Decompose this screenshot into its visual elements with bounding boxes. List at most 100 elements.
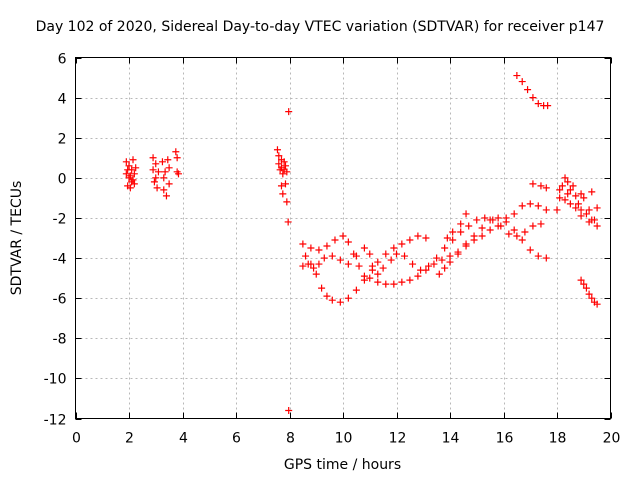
data-point <box>577 190 585 198</box>
data-point <box>510 226 518 234</box>
data-point <box>328 252 336 260</box>
x-tick-label: 20 <box>603 431 621 447</box>
data-point <box>122 170 130 178</box>
data-point <box>494 222 502 230</box>
data-point <box>449 236 457 244</box>
y-tick-label: -2 <box>53 212 67 228</box>
data-point <box>173 154 181 162</box>
data-point <box>542 184 550 192</box>
data-point <box>582 284 590 292</box>
data-point <box>574 200 582 208</box>
data-point <box>542 254 550 262</box>
data-point <box>462 210 470 218</box>
data-point <box>478 232 486 240</box>
data-point <box>336 298 344 306</box>
data-point <box>473 216 481 224</box>
data-point <box>406 276 414 284</box>
data-point <box>390 244 398 252</box>
data-point <box>457 228 465 236</box>
grid <box>75 57 611 419</box>
data-point <box>518 78 526 86</box>
x-tick-label: 18 <box>549 431 567 447</box>
data-point <box>323 242 331 250</box>
data-point <box>494 214 502 222</box>
x-tick-label: 10 <box>335 431 353 447</box>
data-point <box>529 222 537 230</box>
plot-frame <box>75 57 611 419</box>
data-point <box>360 272 368 280</box>
series-track-f <box>553 174 601 230</box>
series-track-b <box>299 214 550 288</box>
data-point <box>406 236 414 244</box>
data-point <box>502 214 510 222</box>
series-track-g <box>577 276 601 308</box>
x-tick-label: 14 <box>442 431 460 447</box>
series-track-a <box>302 232 430 306</box>
data-point <box>580 194 588 202</box>
data-point <box>542 206 550 214</box>
data-point <box>172 148 180 156</box>
data-point <box>368 262 376 270</box>
data-point <box>344 260 352 268</box>
data-point <box>566 200 574 208</box>
data-point <box>430 260 438 268</box>
data-point <box>344 238 352 246</box>
y-tick-label: -12 <box>44 413 67 429</box>
data-point <box>489 216 497 224</box>
data-point <box>273 146 281 154</box>
data-point <box>561 174 569 182</box>
data-point <box>130 170 138 178</box>
data-point <box>150 178 158 186</box>
data-point <box>275 160 283 168</box>
data-point <box>518 236 526 244</box>
series-track-c <box>299 214 545 278</box>
y-tick-label: -4 <box>53 252 67 268</box>
data-point <box>360 244 368 252</box>
x-tick-label: 2 <box>125 431 134 447</box>
axis-ticks: 0 2 4 6 8 10 12 14 16 18 20 -12 -10 -8 -6 -4 -2 0 2 4 6 <box>44 52 621 447</box>
data-point <box>580 280 588 288</box>
x-tick-label: 4 <box>179 431 188 447</box>
data-point <box>312 270 320 278</box>
data-point <box>174 170 182 178</box>
data-point <box>279 190 287 198</box>
y-tick-label: -10 <box>44 372 67 388</box>
data-point <box>126 172 134 180</box>
series-cluster-8h <box>273 108 293 414</box>
data-point <box>284 218 292 226</box>
data-point <box>164 156 172 164</box>
data-point <box>281 180 289 188</box>
data-point <box>281 162 289 170</box>
data-point <box>582 210 590 218</box>
data-point <box>593 300 601 308</box>
data-point <box>486 226 494 234</box>
series-track-e <box>513 72 552 192</box>
data-point <box>462 242 470 250</box>
data-point <box>158 158 166 166</box>
data-point <box>331 236 339 244</box>
data-point <box>556 186 564 194</box>
data-point <box>352 286 360 294</box>
data-point <box>299 262 307 270</box>
data-point <box>422 234 430 242</box>
data-point <box>425 262 433 270</box>
x-tick-label: 0 <box>72 431 81 447</box>
data-point <box>162 192 170 200</box>
data-point <box>280 158 288 166</box>
data-point <box>390 280 398 288</box>
data-point <box>277 182 285 190</box>
data-point <box>510 210 518 218</box>
x-tick-label: 8 <box>286 431 295 447</box>
data-point <box>374 258 382 266</box>
data-point <box>336 256 344 264</box>
data-point <box>446 252 454 260</box>
data-point <box>537 182 545 190</box>
data-point <box>572 204 580 212</box>
data-point <box>470 236 478 244</box>
data-point <box>315 260 323 268</box>
data-point <box>414 232 422 240</box>
data-point <box>414 272 422 280</box>
data-point <box>122 158 130 166</box>
data-point <box>401 252 409 260</box>
